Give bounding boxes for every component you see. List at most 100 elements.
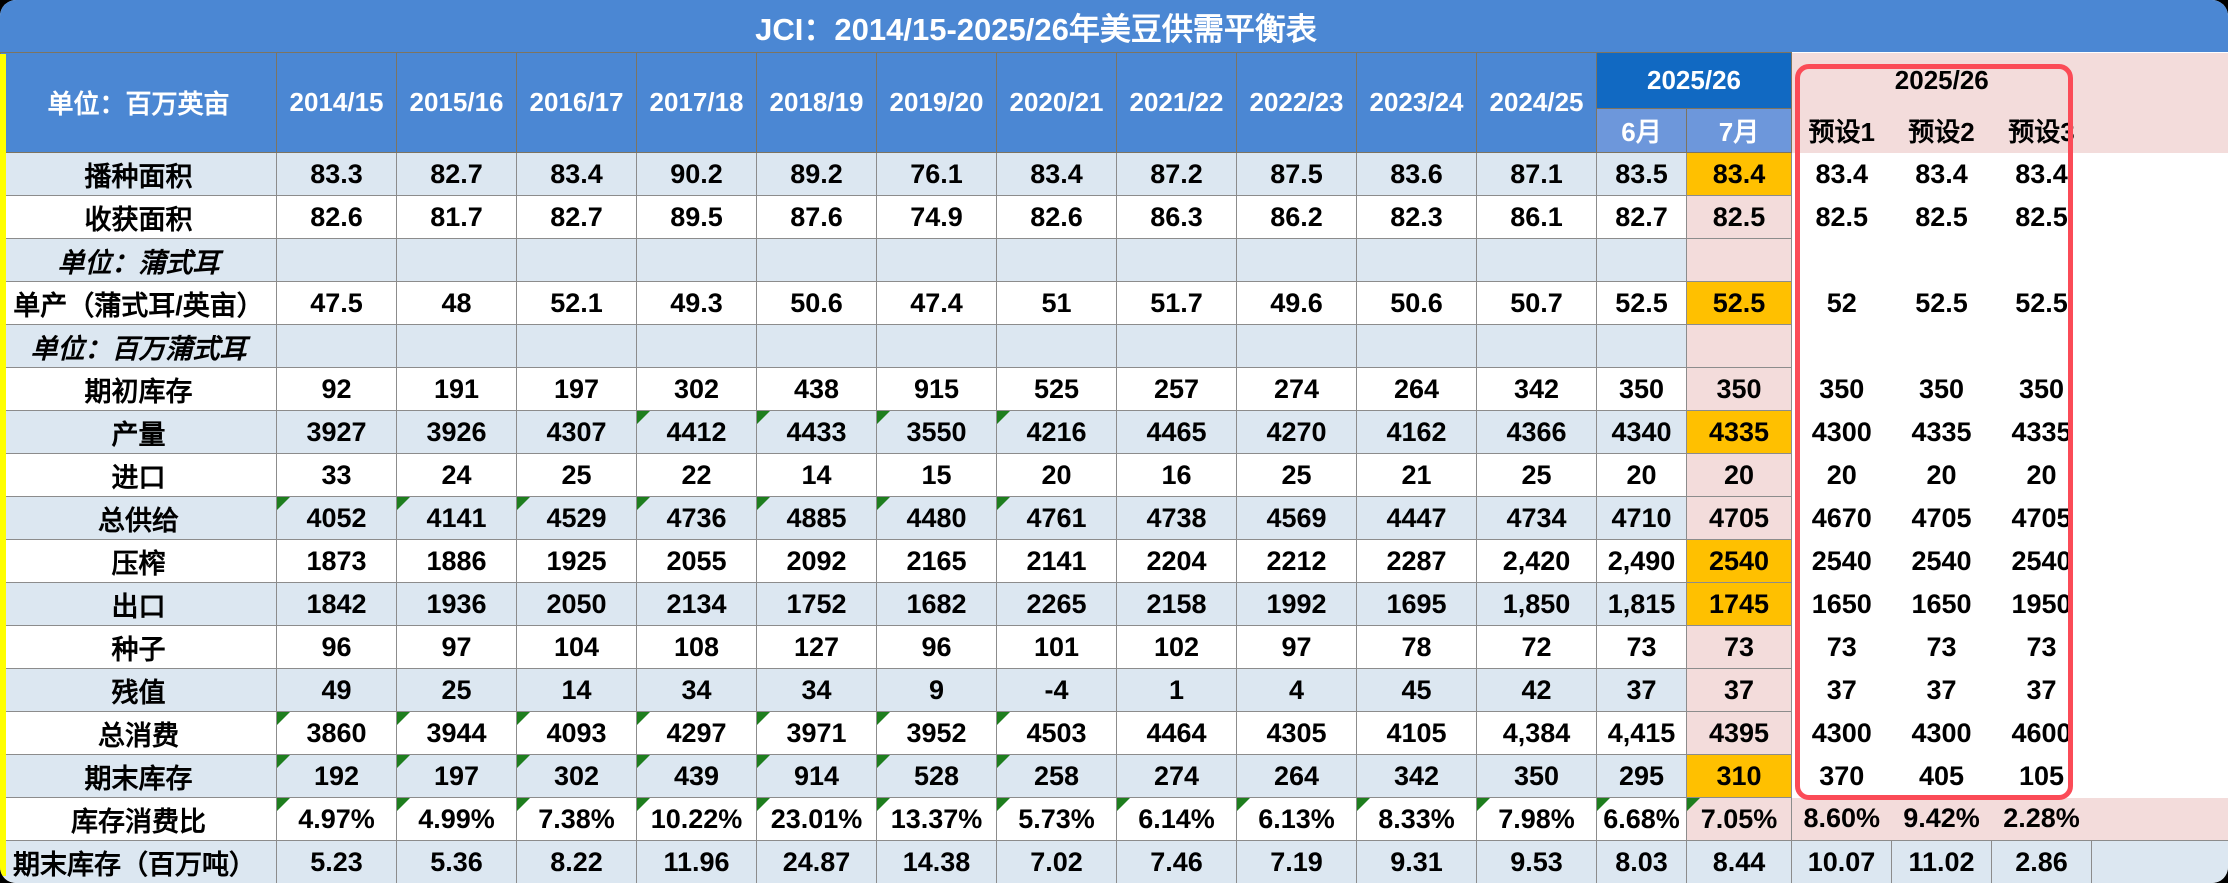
cell-库存消费比-2020/21[interactable]: 5.73% (996, 797, 1117, 841)
cell-总消费-2016/17[interactable]: 4093 (516, 711, 637, 755)
year-header-2023-24[interactable]: 2023/24 (1356, 52, 1477, 153)
cell-总供给-预设2[interactable]: 4705 (1891, 496, 1992, 540)
cell-期末库存（百万吨）-2019/20[interactable]: 14.38 (876, 840, 997, 883)
cell-残值-预设2[interactable]: 37 (1891, 668, 1992, 712)
cell-残值-2021/22[interactable]: 1 (1116, 668, 1237, 712)
year-header-2019-20[interactable]: 2019/20 (876, 52, 997, 153)
cell-残值-2023/24[interactable]: 45 (1356, 668, 1477, 712)
cell-进口-预设3[interactable]: 20 (1991, 453, 2092, 497)
cell-期末库存（百万吨）-2014/15[interactable]: 5.23 (276, 840, 397, 883)
cell-单产（蒲式耳/英亩）-2022/23[interactable]: 49.6 (1236, 281, 1357, 325)
cell-期初库存-预设2[interactable]: 350 (1891, 367, 1992, 411)
year-header-2015-16[interactable]: 2015/16 (396, 52, 517, 153)
cell-收获面积-预设1[interactable]: 82.5 (1791, 195, 1892, 239)
preset-header-预设1[interactable]: 预设1 (1791, 108, 1892, 153)
row-label-单位：百万蒲式耳[interactable]: 单位：百万蒲式耳 (0, 324, 277, 368)
cell-期末库存（百万吨）-2015/16[interactable]: 5.36 (396, 840, 517, 883)
cell-期初库存-7月[interactable]: 350 (1685, 367, 1793, 411)
cell-单产（蒲式耳/英亩）-2018/19[interactable]: 50.6 (756, 281, 877, 325)
cell-种子-2019/20[interactable]: 96 (876, 625, 997, 669)
cell-期末库存-预设3[interactable]: 105 (1991, 754, 2092, 798)
preset-header-预设2[interactable]: 预设2 (1891, 108, 1992, 153)
cell-期末库存-2019/20[interactable]: 528 (876, 754, 997, 798)
cell-播种面积-2019/20[interactable]: 76.1 (876, 152, 997, 196)
cell-压榨-预设3[interactable]: 2540 (1991, 539, 2092, 583)
cell-出口-2015/16[interactable]: 1936 (396, 582, 517, 626)
cell-总供给-2017/18[interactable]: 4736 (636, 496, 757, 540)
cell-库存消费比-预设2[interactable]: 9.42% (1891, 797, 1992, 841)
cell-进口-2022/23[interactable]: 25 (1236, 453, 1357, 497)
cell-期初库存-2017/18[interactable]: 302 (636, 367, 757, 411)
year-header-2018-19[interactable]: 2018/19 (756, 52, 877, 153)
cell-期末库存-预设1[interactable]: 370 (1791, 754, 1892, 798)
cell-单产（蒲式耳/英亩）-2015/16[interactable]: 48 (396, 281, 517, 325)
cell-播种面积-预设2[interactable]: 83.4 (1891, 152, 1992, 196)
cell-收获面积-2019/20[interactable]: 74.9 (876, 195, 997, 239)
cell-压榨-2019/20[interactable]: 2165 (876, 539, 997, 583)
row-label-出口[interactable]: 出口 (0, 582, 277, 626)
cell-期初库存-预设3[interactable]: 350 (1991, 367, 2092, 411)
cell-进口-2024/25[interactable]: 25 (1476, 453, 1597, 497)
cell-单位：蒲式耳-预设3[interactable] (1991, 238, 2092, 282)
cell-期初库存-2018/19[interactable]: 438 (756, 367, 877, 411)
cell-产量-2015/16[interactable]: 3926 (396, 410, 517, 454)
cell-残值-2024/25[interactable]: 42 (1476, 668, 1597, 712)
cell-种子-预设1[interactable]: 73 (1791, 625, 1892, 669)
year-header-2022-23[interactable]: 2022/23 (1236, 52, 1357, 153)
cell-出口-预设1[interactable]: 1650 (1791, 582, 1892, 626)
row-label-单产（蒲式耳/英亩）[interactable]: 单产（蒲式耳/英亩） (0, 281, 277, 325)
cell-单位：蒲式耳-2024/25[interactable] (1476, 238, 1597, 282)
cell-产量-预设1[interactable]: 4300 (1791, 410, 1892, 454)
cell-单位：蒲式耳-2020/21[interactable] (996, 238, 1117, 282)
cell-总消费-预设1[interactable]: 4300 (1791, 711, 1892, 755)
cell-残值-6月[interactable]: 37 (1596, 668, 1687, 712)
cell-残值-2014/15[interactable]: 49 (276, 668, 397, 712)
cell-进口-2021/22[interactable]: 16 (1116, 453, 1237, 497)
row-label-总消费[interactable]: 总消费 (0, 711, 277, 755)
cell-单位：蒲式耳-2015/16[interactable] (396, 238, 517, 282)
cell-产量-2016/17[interactable]: 4307 (516, 410, 637, 454)
cell-播种面积-2024/25[interactable]: 87.1 (1476, 152, 1597, 196)
cell-单位：百万蒲式耳-6月[interactable] (1596, 324, 1687, 368)
row-label-单位：蒲式耳[interactable]: 单位：蒲式耳 (0, 238, 277, 282)
cell-压榨-7月[interactable]: 2540 (1685, 539, 1793, 583)
cell-收获面积-预设3[interactable]: 82.5 (1991, 195, 2092, 239)
year-header-2024-25[interactable]: 2024/25 (1476, 52, 1597, 153)
cell-种子-6月[interactable]: 73 (1596, 625, 1687, 669)
row-label-压榨[interactable]: 压榨 (0, 539, 277, 583)
cell-种子-7月[interactable]: 73 (1685, 625, 1793, 669)
cell-残值-2022/23[interactable]: 4 (1236, 668, 1357, 712)
cell-单产（蒲式耳/英亩）-6月[interactable]: 52.5 (1596, 281, 1687, 325)
cell-期末库存-2016/17[interactable]: 302 (516, 754, 637, 798)
cell-进口-2014/15[interactable]: 33 (276, 453, 397, 497)
cell-单产（蒲式耳/英亩）-预设2[interactable]: 52.5 (1891, 281, 1992, 325)
cell-单位：百万蒲式耳-2022/23[interactable] (1236, 324, 1357, 368)
cell-产量-预设2[interactable]: 4335 (1891, 410, 1992, 454)
cell-残值-2018/19[interactable]: 34 (756, 668, 877, 712)
cell-播种面积-2018/19[interactable]: 89.2 (756, 152, 877, 196)
cell-期末库存-2014/15[interactable]: 192 (276, 754, 397, 798)
cell-播种面积-2016/17[interactable]: 83.4 (516, 152, 637, 196)
cell-单位：百万蒲式耳-预设1[interactable] (1791, 324, 1892, 368)
cell-库存消费比-2018/19[interactable]: 23.01% (756, 797, 877, 841)
cell-期末库存-2023/24[interactable]: 342 (1356, 754, 1477, 798)
current-year-header[interactable]: 2025/26 (1595, 52, 1793, 109)
cell-库存消费比-2021/22[interactable]: 6.14% (1116, 797, 1237, 841)
cell-期末库存-2022/23[interactable]: 264 (1236, 754, 1357, 798)
cell-压榨-6月[interactable]: 2,490 (1596, 539, 1687, 583)
cell-单位：蒲式耳-2017/18[interactable] (636, 238, 757, 282)
cell-期初库存-2024/25[interactable]: 342 (1476, 367, 1597, 411)
cell-期末库存-2018/19[interactable]: 914 (756, 754, 877, 798)
cell-产量-2023/24[interactable]: 4162 (1356, 410, 1477, 454)
cell-压榨-2020/21[interactable]: 2141 (996, 539, 1117, 583)
cell-收获面积-6月[interactable]: 82.7 (1596, 195, 1687, 239)
cell-产量-7月[interactable]: 4335 (1685, 410, 1793, 454)
cell-期末库存（百万吨）-2023/24[interactable]: 9.31 (1356, 840, 1477, 883)
cell-总消费-2019/20[interactable]: 3952 (876, 711, 997, 755)
cell-总供给-2023/24[interactable]: 4447 (1356, 496, 1477, 540)
cell-种子-2014/15[interactable]: 96 (276, 625, 397, 669)
cell-期末库存（百万吨）-2022/23[interactable]: 7.19 (1236, 840, 1357, 883)
cell-收获面积-2018/19[interactable]: 87.6 (756, 195, 877, 239)
cell-种子-2016/17[interactable]: 104 (516, 625, 637, 669)
cell-单位：蒲式耳-2021/22[interactable] (1116, 238, 1237, 282)
